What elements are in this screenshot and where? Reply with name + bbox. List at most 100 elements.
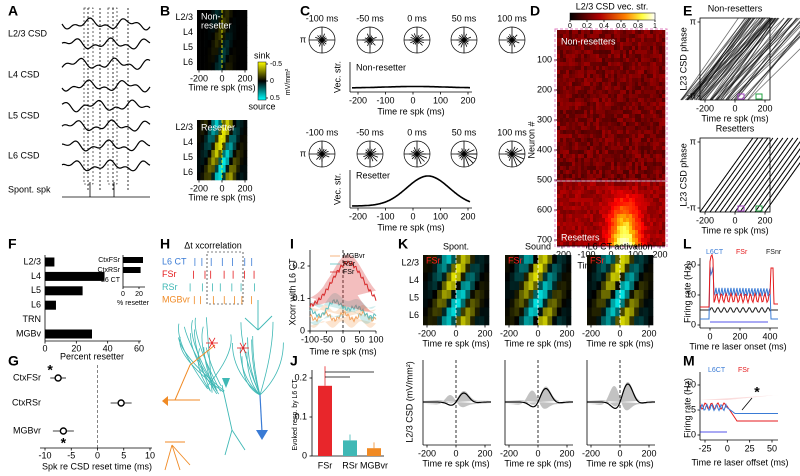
heatmap-cell [629,134,633,139]
heatmap-cell [656,186,660,191]
heatmap-cell [572,130,576,135]
heatmap-cell [557,30,561,35]
heatmap-cell [566,82,570,87]
heatmap-cell [596,146,600,151]
polar-spoke [367,33,371,41]
heatmap-cell [662,86,666,91]
heatmap-cell [638,106,642,111]
heatmap-cell [523,298,529,308]
heatmap-cell [634,263,640,273]
y-axis-label: Neuron # [526,121,536,158]
heatmap-cell [593,142,597,147]
heatmap-cell [593,106,597,111]
heatmap-cell [575,130,579,135]
heatmap-cell [623,54,627,59]
heatmap-cell [635,46,639,51]
heatmap-cell [647,82,651,87]
heatmap-cell [451,298,457,308]
colorbar-tick-label: 0.2 [582,23,592,30]
heatmap-cell [638,162,642,167]
heatmap-cell [533,298,539,308]
heatmap-cell [626,222,630,227]
heatmap-cell [561,263,567,273]
heatmap-cell [222,157,226,166]
heatmap-cell [635,206,639,211]
x-axis-label: Time re spk (ms) [309,346,376,356]
heatmap-cell [644,122,648,127]
heatmap-cell [614,46,618,51]
heatmap-cell [584,66,588,71]
heatmap-cell [581,158,585,163]
heatmap-cell [659,170,663,175]
heatmap-cell [557,74,561,79]
heatmap-cell [623,190,627,195]
heatmap-cell [635,70,639,75]
heatmap-cell [578,238,582,243]
heatmap-cell [587,94,591,99]
heatmap-cell [587,30,591,35]
heatmap-cell [593,218,597,223]
heatmap-cell [474,281,480,291]
heatmap-cell [650,154,654,159]
heatmap-cell [638,202,642,207]
heatmap-cell [635,166,639,171]
heatmap-cell [542,281,548,291]
heatmap-cell [656,154,660,159]
heatmap-cell [620,90,624,95]
heatmap-cell [602,210,606,215]
heatmap-cell [647,50,651,55]
heatmap-cell [602,138,606,143]
heatmap-cell [650,70,654,75]
heatmap-cell [547,307,553,317]
heatmap-cell [650,194,654,199]
heatmap-cell [581,154,585,159]
heatmap-cell [566,38,570,43]
heatmap-cell [566,158,570,163]
heatmap-cell [653,54,657,59]
heatmap-cell [602,110,606,115]
heatmap-cell [608,194,612,199]
polar-spoke [321,39,327,43]
heatmap-cell [641,62,645,67]
heatmap-cell [614,42,618,47]
heatmap-cell [620,242,624,247]
heatmap-cell [441,272,447,282]
heatmap-cell [460,316,466,326]
heatmap-cell [207,10,212,18]
heatmap-cell [465,281,471,291]
heatmap-cell [560,30,564,35]
heatmap-cell [599,242,603,247]
interneuron [239,342,244,349]
heatmap-cell [635,186,639,191]
heatmap-cell [614,30,618,35]
heatmap-cell [584,170,588,175]
heatmap-cell [632,174,636,179]
x-tick-label: -100 [376,211,394,221]
heatmap-cell [641,214,645,219]
interneuron [211,337,216,344]
heatmap-cell [560,178,564,183]
heatmap-cell [563,146,567,151]
heatmap-cell [207,32,212,41]
colorbar [257,61,267,101]
y-tick-label: π [690,136,696,146]
heatmap-cell [617,62,621,67]
heatmap-cell [659,90,663,95]
heatmap-cell [629,138,633,143]
heatmap-cell [584,102,588,107]
heatmap-cell [575,70,579,75]
x-tick-label: 400 [762,331,777,341]
heatmap-cell [561,298,567,308]
heatmap-cell [605,38,609,43]
heatmap-cell [572,74,576,79]
heatmap-cell [608,234,612,239]
heatmap-cell [656,142,660,147]
heatmap-cell [572,62,576,67]
heatmap-cell [514,316,520,326]
heatmap-cell [644,110,648,115]
heatmap-cell [629,162,633,167]
heatmap-cell [578,94,582,99]
x-tick-label: 200 [641,328,656,338]
heatmap-cell [581,234,585,239]
heatmap-cell [538,263,544,273]
